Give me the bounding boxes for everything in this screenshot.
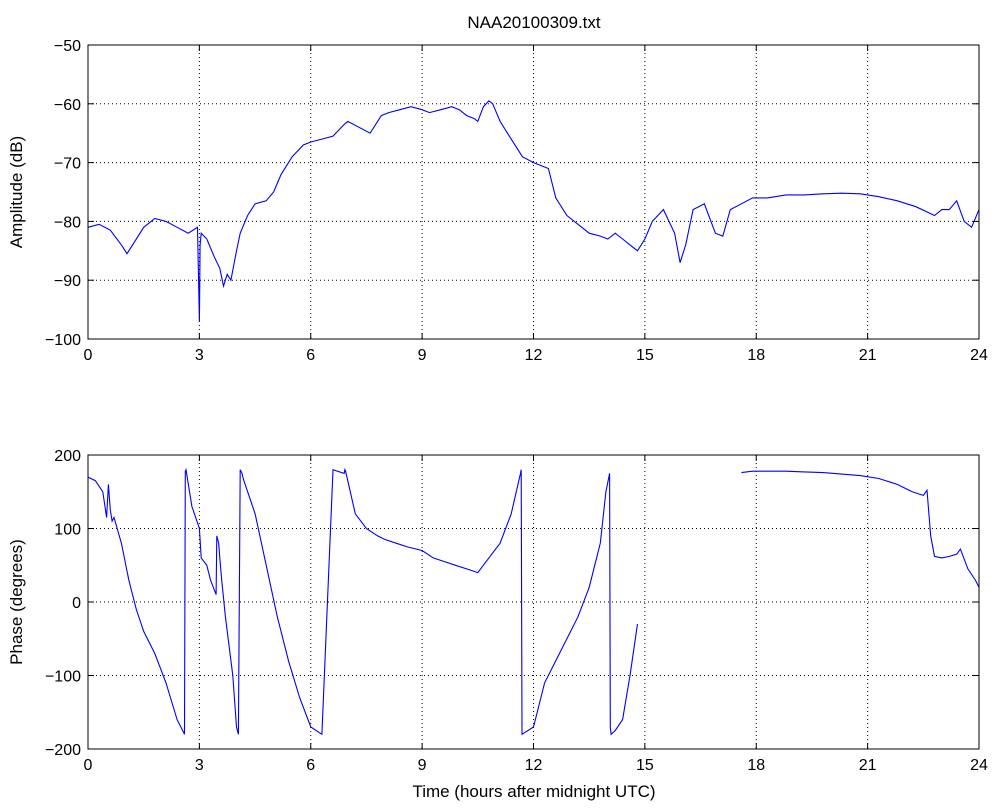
series-line [87,100,980,322]
chart-title: NAA20100309.txt [467,13,601,32]
y-tick-label: 100 [54,522,81,539]
x-tick-label: 15 [636,757,654,774]
x-tick-label: 18 [747,757,765,774]
y-tick-label: −200 [45,742,81,759]
x-tick-label: 12 [525,347,543,364]
y-tick-label: −90 [54,273,81,290]
x-tick-label: 0 [84,757,93,774]
x-tick-label: 6 [306,347,315,364]
series-line [741,470,980,588]
x-tick-label: 24 [970,757,988,774]
y-axis-label: Amplitude (dB) [7,136,26,248]
x-tick-label: 21 [859,757,877,774]
x-tick-label: 9 [418,757,427,774]
x-tick-label: 6 [306,757,315,774]
y-tick-label: −80 [54,214,81,231]
y-tick-label: −70 [54,156,81,173]
amplitude-panel: 0 3 6 9 12 15 18 21 24 −100 −90 −80 −70 −60 −50 Amplitu… [7,38,988,364]
x-tick-label: 0 [84,347,93,364]
x-tick-label: 3 [195,757,204,774]
x-tick-label: 15 [636,347,654,364]
y-tick-label: −60 [54,97,81,114]
y-tick-label: −100 [45,332,81,349]
phase-panel: 0 3 6 9 12 15 18 21 24 −200 −100 0 100 200 Phase (degr… [7,448,988,774]
x-tick-label: 12 [525,757,543,774]
x-tick-label: 24 [970,347,988,364]
x-tick-label: 9 [418,347,427,364]
x-tick-label: 21 [859,347,877,364]
y-tick-label: −50 [54,38,81,55]
y-tick-label: 0 [72,595,81,612]
x-axis-label: Time (hours after midnight UTC) [412,782,655,801]
y-axis-label: Phase (degrees) [7,539,26,665]
x-tick-label: 18 [747,347,765,364]
series-line [87,467,639,736]
y-tick-label: 200 [54,448,81,465]
x-tick-label: 3 [195,347,204,364]
y-tick-label: −100 [45,669,81,686]
